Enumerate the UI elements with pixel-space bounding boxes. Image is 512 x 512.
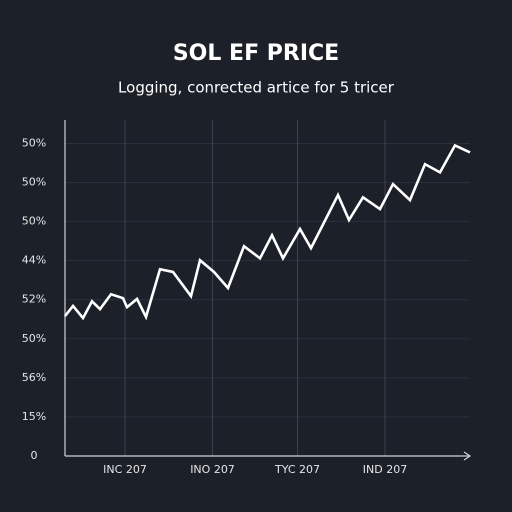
y-tick-label: 50%: [22, 332, 46, 345]
y-tick-label: 50%: [22, 136, 46, 149]
y-tick-label: 44%: [22, 254, 46, 267]
y-tick-label: 52%: [22, 293, 46, 306]
x-tick-label: TYC 207: [274, 463, 320, 476]
x-tick-label: IND 207: [363, 463, 407, 476]
price-line: [63, 143, 471, 321]
y-tick-label: 50%: [22, 176, 46, 189]
y-tick-label: 50%: [22, 215, 46, 228]
x-tick-label: INO 207: [190, 463, 235, 476]
chart-subtitle: Logging, conrected artice for 5 tricer: [118, 79, 395, 97]
x-tick-label: INC 207: [103, 463, 147, 476]
y-tick-label: 0: [31, 449, 38, 462]
chart-title: SOL EF PRICE: [173, 41, 339, 66]
y-tick-label: 56%: [22, 371, 46, 384]
axis-arrow: [463, 451, 472, 461]
y-tick-label: 15%: [22, 410, 46, 423]
